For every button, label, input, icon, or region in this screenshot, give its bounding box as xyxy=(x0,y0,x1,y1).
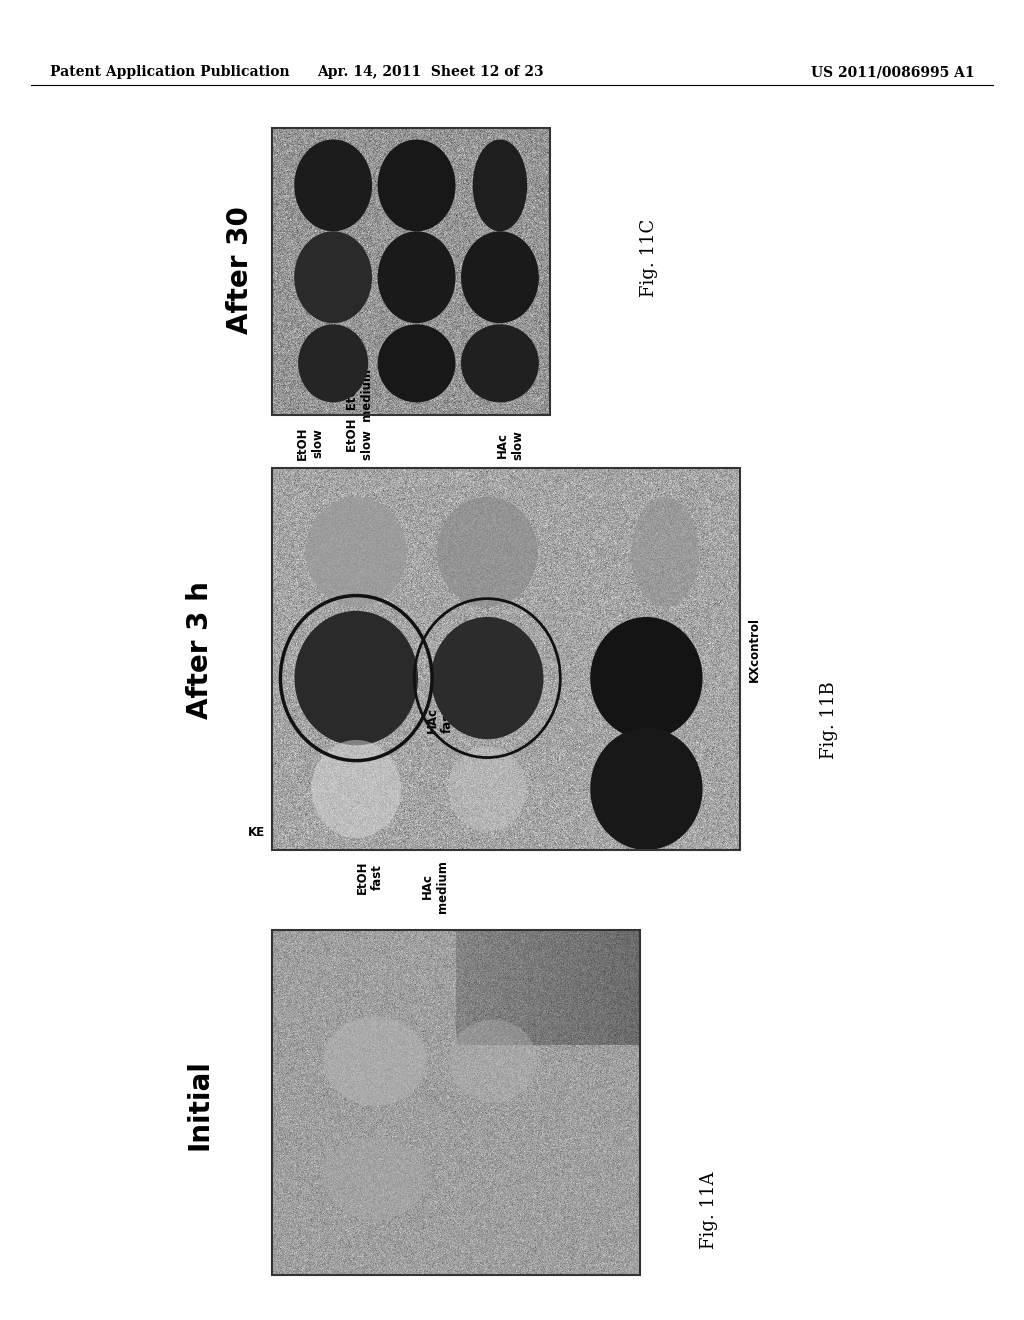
Text: After 30: After 30 xyxy=(226,206,254,334)
Ellipse shape xyxy=(473,140,527,231)
Bar xyxy=(272,128,550,414)
Ellipse shape xyxy=(447,746,526,832)
Text: Fig. 11A: Fig. 11A xyxy=(700,1171,718,1249)
Text: HAc
slow: HAc slow xyxy=(496,430,524,459)
Ellipse shape xyxy=(324,1016,427,1106)
Ellipse shape xyxy=(590,727,702,850)
Ellipse shape xyxy=(431,616,544,739)
Text: Patent Application Publication: Patent Application Publication xyxy=(50,65,290,79)
Text: EtOH
slow: EtOH slow xyxy=(296,426,324,459)
Ellipse shape xyxy=(306,498,407,607)
Ellipse shape xyxy=(378,325,456,403)
Ellipse shape xyxy=(378,140,456,231)
Text: Fig. 11B: Fig. 11B xyxy=(820,681,838,759)
Text: After 3 h: After 3 h xyxy=(186,581,214,719)
Ellipse shape xyxy=(294,231,372,323)
Ellipse shape xyxy=(378,231,456,323)
Text: EtOH  EtOH
slow  medium: EtOH EtOH slow medium xyxy=(346,370,374,459)
Text: EtOH
fast: EtOH fast xyxy=(356,861,384,894)
Text: KXcontrol: KXcontrol xyxy=(748,618,761,682)
Bar xyxy=(272,469,740,850)
Ellipse shape xyxy=(461,231,539,323)
Text: US 2011/0086995 A1: US 2011/0086995 A1 xyxy=(811,65,975,79)
Text: HAc
medium: HAc medium xyxy=(421,861,449,913)
Ellipse shape xyxy=(298,325,369,403)
Text: Initial: Initial xyxy=(186,1060,214,1151)
Text: KE: KE xyxy=(248,825,265,838)
Ellipse shape xyxy=(449,1019,537,1102)
Ellipse shape xyxy=(436,498,538,607)
Ellipse shape xyxy=(461,325,539,403)
Text: HAc
fast: HAc fast xyxy=(426,708,454,733)
Ellipse shape xyxy=(632,498,698,607)
Ellipse shape xyxy=(294,140,372,231)
Ellipse shape xyxy=(324,1137,427,1220)
Ellipse shape xyxy=(590,616,702,739)
Bar xyxy=(272,931,640,1275)
Text: Fig. 11C: Fig. 11C xyxy=(640,219,658,297)
Ellipse shape xyxy=(311,741,401,838)
Text: Apr. 14, 2011  Sheet 12 of 23: Apr. 14, 2011 Sheet 12 of 23 xyxy=(316,65,544,79)
Ellipse shape xyxy=(295,611,418,746)
